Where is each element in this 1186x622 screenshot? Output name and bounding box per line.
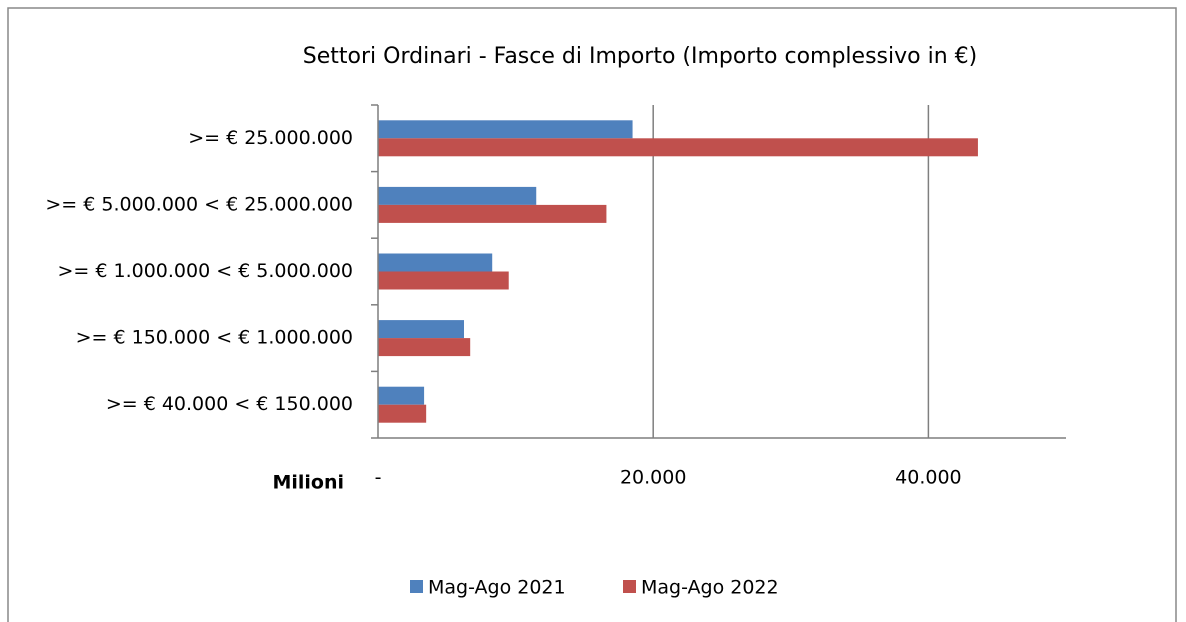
bar — [378, 386, 425, 405]
bar — [378, 253, 493, 272]
y-tick-label: >= € 1.000.000 < € 5.000.000 — [57, 260, 353, 282]
bar — [378, 338, 471, 357]
bar — [378, 204, 607, 223]
bar — [378, 404, 427, 423]
legend-label: Mag-Ago 2021 — [428, 577, 566, 599]
y-tick-label: >= € 5.000.000 < € 25.000.000 — [45, 193, 353, 215]
legend-swatch — [623, 580, 636, 593]
bar — [378, 120, 633, 139]
y-tick-label: >= € 40.000 < € 150.000 — [106, 393, 353, 415]
x-tick-label: 20.000 — [620, 467, 686, 489]
x-axis-label: Milioni — [272, 472, 344, 494]
bar — [378, 186, 537, 205]
bar — [378, 138, 978, 157]
legend-swatch — [410, 580, 423, 593]
chart-title: Settori Ordinari - Fasce di Importo (Imp… — [303, 44, 977, 69]
y-tick-label: >= € 150.000 < € 1.000.000 — [76, 327, 353, 349]
chart-border — [7, 7, 1177, 622]
bar — [378, 271, 509, 290]
legend-label: Mag-Ago 2022 — [641, 577, 779, 599]
x-tick-label: 40.000 — [895, 467, 961, 489]
y-tick-label: >= € 25.000.000 — [188, 127, 353, 149]
bar — [378, 320, 464, 339]
x-tick-label: - — [375, 467, 382, 489]
